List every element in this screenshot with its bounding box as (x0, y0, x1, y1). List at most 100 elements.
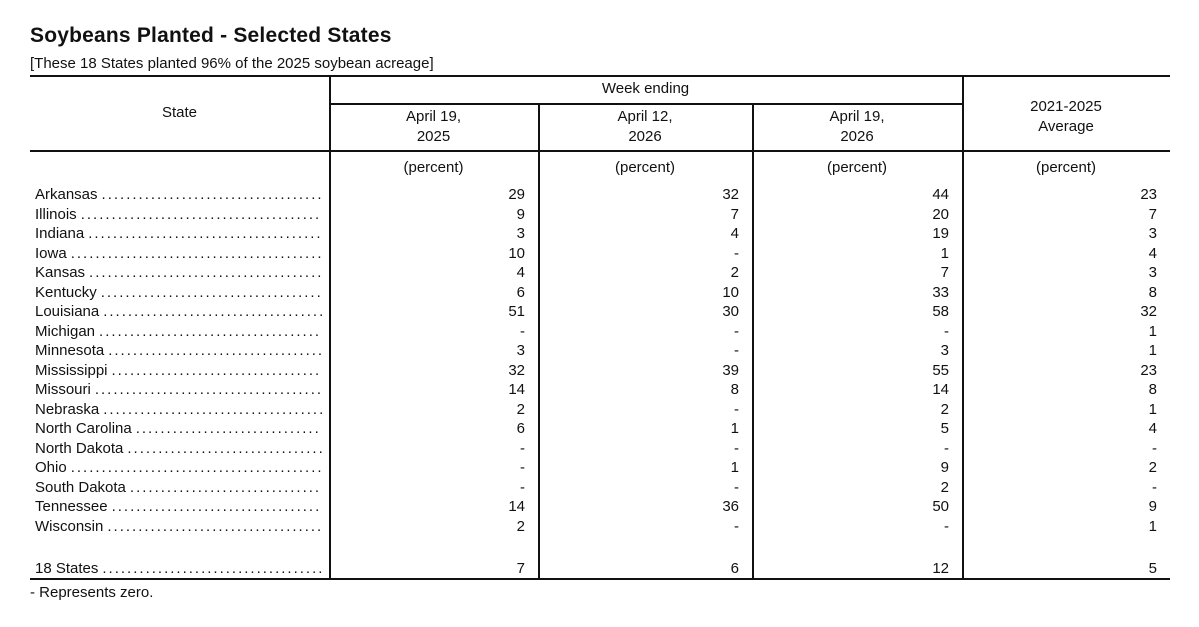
value-cell: 55 (932, 361, 949, 379)
value-cell: - (520, 439, 525, 457)
dot-leader: ........................................… (107, 517, 322, 535)
table-row: Minnesota...............................… (30, 341, 1170, 361)
value-cell: - (734, 244, 739, 262)
table-row: Arkansas................................… (30, 185, 1170, 205)
table-row: Kansas..................................… (30, 263, 1170, 283)
state-name: Illinois (35, 205, 77, 223)
value-cell: 3 (940, 342, 949, 360)
column-header-april-12-2026: April 12, 2026 (538, 103, 752, 150)
state-cell: Wisconsin...............................… (30, 518, 329, 535)
column-header-april-19-2025: April 19, 2025 (329, 103, 538, 150)
value-cell: 32 (722, 186, 739, 204)
value-cell: 2 (940, 478, 949, 496)
dot-leader: ........................................… (99, 322, 322, 340)
state-name: Kansas (35, 264, 86, 282)
value-cell: 4 (516, 264, 525, 282)
value-cell: 7 (730, 205, 739, 223)
value-cell: 1 (940, 244, 949, 262)
state-cell: Minnesota...............................… (30, 342, 329, 359)
state-name: Wisconsin (35, 517, 104, 535)
table-top-border (30, 75, 1170, 77)
value-cell: 23 (1140, 186, 1157, 204)
dot-leader: ........................................… (129, 478, 322, 496)
state-cell: Michigan................................… (30, 323, 329, 340)
value-cell: 51 (508, 303, 525, 321)
dot-leader: ........................................… (102, 559, 322, 577)
table-body: Arkansas................................… (30, 185, 1170, 536)
value-cell: 8 (1148, 381, 1157, 399)
state-name: Louisiana (35, 303, 100, 321)
value-cell: 3 (1148, 225, 1157, 243)
state-cell: Illinois................................… (30, 206, 329, 223)
state-cell: Arkansas................................… (30, 186, 329, 203)
header-bottom-border (30, 150, 1170, 152)
value-cell: 1 (1148, 400, 1157, 418)
state-name: Mississippi (35, 361, 108, 379)
value-cell: - (520, 322, 525, 340)
dot-leader: ........................................… (127, 439, 322, 457)
state-name: Kentucky (35, 283, 97, 301)
state-name: North Dakota (35, 439, 124, 457)
state-name: Tennessee (35, 498, 108, 516)
table-row: Wisconsin...............................… (30, 517, 1170, 537)
state-cell: Louisiana...............................… (30, 303, 329, 320)
zero-footnote: - Represents zero. (30, 584, 154, 601)
state-cell: Mississippi.............................… (30, 362, 329, 379)
dot-leader: ........................................… (135, 420, 322, 438)
table-row: North Dakota............................… (30, 439, 1170, 459)
value-cell: 10 (722, 283, 739, 301)
table-row: Nebraska................................… (30, 400, 1170, 420)
value-cell: 1 (1148, 322, 1157, 340)
value-cell: 2 (1148, 459, 1157, 477)
value-cell: 1 (1148, 342, 1157, 360)
value-cell: 7 (1148, 205, 1157, 223)
total-value-cell: 5 (1148, 559, 1157, 577)
week-ending-underline (329, 103, 962, 105)
value-cell: - (734, 400, 739, 418)
value-cell: 4 (730, 225, 739, 243)
value-cell: 29 (508, 186, 525, 204)
value-cell: 3 (516, 225, 525, 243)
state-cell: South Dakota............................… (30, 479, 329, 496)
dot-leader: ........................................… (103, 303, 322, 321)
state-column-header: State (161, 103, 198, 121)
table-row: Missouri................................… (30, 380, 1170, 400)
value-cell: 2 (516, 517, 525, 535)
value-cell: - (944, 439, 949, 457)
value-cell: - (520, 478, 525, 496)
dot-leader: ........................................… (89, 264, 322, 282)
table-row: South Dakota............................… (30, 478, 1170, 498)
table-row: Kentucky................................… (30, 283, 1170, 303)
value-cell: 14 (932, 381, 949, 399)
value-cell: 30 (722, 303, 739, 321)
value-cell: 14 (508, 498, 525, 516)
value-cell: 2 (516, 400, 525, 418)
state-cell: North Carolina..........................… (30, 420, 329, 437)
value-cell: 8 (1148, 283, 1157, 301)
value-cell: 32 (1140, 303, 1157, 321)
table-row: Tennessee...............................… (30, 497, 1170, 517)
state-name: Missouri (35, 381, 91, 399)
state-cell: Nebraska................................… (30, 401, 329, 418)
column-divider-state (329, 75, 331, 578)
value-cell: 1 (730, 459, 739, 477)
dot-leader: ........................................… (88, 225, 322, 243)
state-cell: Indiana.................................… (30, 225, 329, 242)
dot-leader: ........................................… (94, 381, 322, 399)
state-cell: Iowa....................................… (30, 245, 329, 262)
table-row: Illinois................................… (30, 205, 1170, 225)
state-cell: North Dakota............................… (30, 440, 329, 457)
state-name: Arkansas (35, 186, 98, 204)
column-divider-2 (752, 103, 754, 578)
state-name: South Dakota (35, 478, 126, 496)
value-cell: - (734, 478, 739, 496)
value-cell: 50 (932, 498, 949, 516)
table-row: Michigan................................… (30, 322, 1170, 342)
table-row: Ohio....................................… (30, 458, 1170, 478)
column-header-line1: April 19, (829, 107, 885, 125)
state-cell: Missouri................................… (30, 381, 329, 398)
page-subtitle: [These 18 States planted 96% of the 2025… (30, 55, 434, 72)
value-cell: 8 (730, 381, 739, 399)
column-header-line1: April 12, (617, 107, 673, 125)
